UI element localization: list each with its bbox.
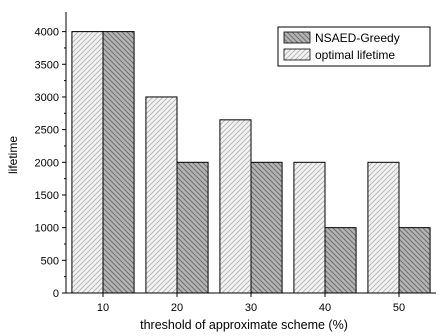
y-tick-label-1500: 1500 <box>35 190 59 202</box>
y-tick-label-3500: 3500 <box>35 59 59 71</box>
legend-label-nsaed-greedy: NSAED-Greedy <box>315 31 400 45</box>
y-tick-label-2500: 2500 <box>35 125 59 137</box>
bar-optimal-lifetime-20 <box>145 96 178 294</box>
x-tick-label-50: 50 <box>393 302 405 314</box>
x-ticks-group: 10 20 30 40 50 <box>97 293 405 314</box>
x-axis-label: threshold of approximate scheme (%) <box>140 318 348 332</box>
legend-label-optimal-lifetime: optimal lifetime <box>315 48 395 62</box>
legend: NSAED-Greedy optimal lifetime <box>277 26 431 67</box>
legend-swatch-optimal-lifetime <box>283 48 311 61</box>
bar-optimal-lifetime-10 <box>71 31 104 294</box>
y-axis-label: lifetime <box>6 136 20 174</box>
y-tick-label-4000: 4000 <box>35 27 59 39</box>
y-tick-label-1000: 1000 <box>35 223 59 235</box>
x-tick-label-30: 30 <box>245 302 257 314</box>
legend-swatch-nsaed-greedy <box>283 31 311 44</box>
x-tick-label-40: 40 <box>319 302 331 314</box>
y-tick-label-2000: 2000 <box>35 157 59 169</box>
bars-group <box>71 31 431 294</box>
bar-nsaed-greedy-40 <box>324 227 357 294</box>
bar-nsaed-greedy-50 <box>398 227 431 294</box>
bar-nsaed-greedy-10 <box>102 31 135 294</box>
x-tick-label-10: 10 <box>97 302 109 314</box>
x-tick-label-20: 20 <box>171 302 183 314</box>
bar-nsaed-greedy-30 <box>250 161 283 294</box>
bar-optimal-lifetime-40 <box>293 161 326 294</box>
y-tick-label-3000: 3000 <box>35 92 59 104</box>
y-tick-label-500: 500 <box>41 255 59 267</box>
bar-optimal-lifetime-50 <box>367 161 400 294</box>
y-ticks-group: 0 500 1000 1500 2000 2500 3000 3500 4000 <box>35 27 66 300</box>
bar-nsaed-greedy-20 <box>176 161 209 294</box>
y-tick-label-0: 0 <box>53 288 59 300</box>
bar-optimal-lifetime-30 <box>219 119 252 294</box>
